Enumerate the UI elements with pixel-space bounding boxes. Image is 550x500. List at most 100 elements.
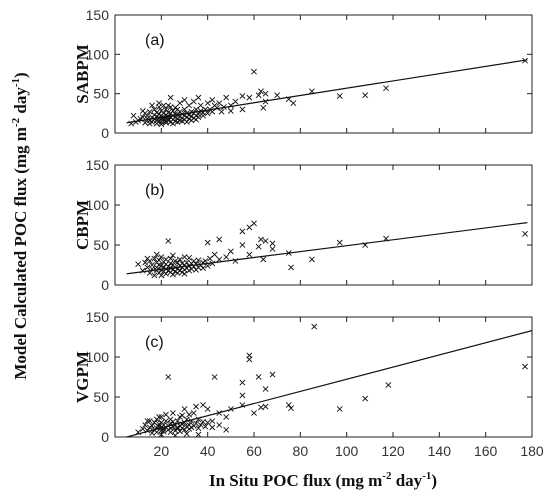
data-point [269, 246, 276, 252]
data-point [227, 102, 234, 109]
y-tick-label: 150 [86, 309, 110, 325]
y-tick-label: 100 [86, 46, 110, 62]
data-point [220, 104, 227, 110]
data-point [239, 106, 246, 113]
regression-line [126, 222, 528, 275]
data-point [174, 259, 181, 266]
panel-label: (a) [145, 32, 165, 49]
data-point [202, 106, 209, 113]
data-point [183, 259, 190, 266]
x-tick-label: 20 [154, 443, 170, 459]
data-point [258, 404, 264, 411]
data-point [251, 410, 257, 416]
panel-1: 0 50 100 150 (a) SABPM [73, 7, 533, 141]
data-point [169, 410, 176, 416]
panel-label: (c) [145, 334, 164, 351]
data-point [362, 242, 369, 248]
data-point [204, 406, 211, 412]
data-point [204, 110, 211, 117]
x-tick-label: 40 [200, 443, 216, 459]
x-tick-label: 100 [335, 443, 359, 459]
data-point [151, 255, 158, 262]
data-point [190, 258, 197, 264]
data-point [181, 419, 188, 426]
data-point [176, 256, 183, 263]
panel-3: 0 50 100 150 20 40 60 80 100 120 140 160 180 (c) VGPM [73, 309, 544, 459]
data-point [149, 262, 155, 268]
data-point [269, 240, 276, 247]
data-point [165, 102, 172, 109]
panel-2: 0 50 100 150 (b) CBPM [73, 157, 533, 293]
data-point [181, 406, 188, 412]
data-point [269, 371, 276, 378]
y-tick-label: 50 [93, 237, 109, 253]
data-point [181, 106, 188, 113]
data-point [209, 418, 216, 424]
data-point [156, 257, 162, 264]
data-point [193, 106, 200, 113]
data-point [167, 94, 174, 101]
data-point [204, 262, 211, 269]
data-point [190, 410, 197, 416]
y-tick-label: 50 [93, 389, 109, 405]
data-point [153, 251, 160, 258]
data-point [251, 220, 257, 227]
data-point [239, 93, 246, 99]
data-point [181, 97, 188, 103]
data-point [135, 261, 142, 268]
axes-frame [114, 14, 533, 134]
data-point [153, 429, 160, 436]
data-point [288, 405, 294, 412]
y-tick-label: 0 [101, 429, 109, 445]
data-point [204, 419, 211, 426]
data-point [239, 392, 246, 399]
data-point [336, 239, 343, 246]
data-point [160, 102, 167, 109]
data-point [169, 252, 176, 259]
data-point [174, 418, 181, 424]
data-point [285, 96, 292, 103]
data-point [223, 254, 230, 260]
data-point [160, 428, 167, 435]
data-point [251, 68, 257, 75]
data-point [383, 235, 389, 242]
data-point [209, 424, 216, 431]
data-point [195, 416, 202, 423]
data-point [144, 112, 151, 119]
data-point [181, 270, 188, 277]
data-point [167, 416, 174, 423]
data-point [202, 423, 209, 430]
data-point [146, 108, 153, 115]
data-point [149, 422, 155, 429]
data-point [211, 251, 218, 258]
data-point [311, 323, 318, 330]
data-point [139, 114, 146, 121]
data-point [130, 112, 137, 119]
panel-y-label: CBPM [73, 200, 92, 250]
data-point [169, 271, 176, 278]
data-point [522, 57, 528, 64]
data-point [142, 259, 149, 266]
data-point [193, 420, 200, 427]
data-point [163, 418, 169, 424]
data-point [260, 104, 267, 111]
data-point [169, 108, 176, 114]
data-point [274, 92, 281, 99]
data-point [216, 256, 223, 263]
data-point [149, 430, 155, 436]
data-point [285, 250, 292, 256]
axes-frame [114, 164, 533, 286]
y-tick-label: 100 [86, 349, 110, 365]
data-point [239, 228, 246, 235]
data-point [163, 270, 169, 277]
data-point [195, 257, 202, 264]
data-point [176, 100, 183, 107]
data-point [214, 104, 220, 111]
data-point [151, 272, 158, 279]
data-point [195, 94, 202, 101]
data-point [128, 120, 135, 127]
data-point [262, 386, 269, 392]
data-point [522, 230, 528, 237]
data-point [262, 98, 269, 105]
data-point [246, 251, 253, 258]
